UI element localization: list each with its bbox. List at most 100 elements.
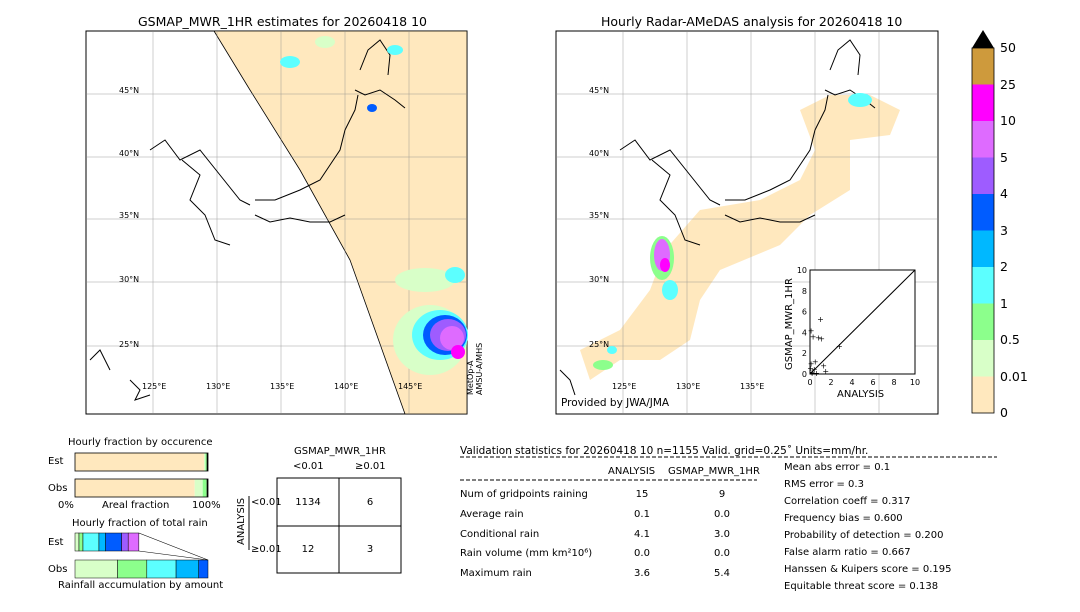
validation-header: Validation statistics for 20260418 10 n=…	[460, 445, 869, 457]
score-line: Hanssen & Kuipers score = 0.195	[784, 564, 952, 575]
occurrence-x-min: 0%	[58, 500, 74, 511]
scatter-point: +	[809, 369, 816, 378]
stats-row-label: Rain volume (mm km²10⁶)	[460, 548, 593, 559]
colorbar-segment	[972, 230, 994, 267]
rain-bar-segment	[78, 532, 84, 552]
colorbar-level-label: 0.5	[1000, 332, 1020, 347]
left-lat-label: 35°N	[119, 211, 140, 220]
stats-row-label: Conditional rain	[460, 529, 540, 540]
contingency-cell: 12	[301, 544, 315, 555]
stats-col-gsmap: GSMAP_MWR_1HR	[668, 466, 760, 477]
score-line: RMS error = 0.3	[784, 479, 864, 490]
occurrence-bar-segment	[202, 479, 207, 497]
stats-analysis-value: 15	[635, 489, 649, 500]
rain-connector	[138, 532, 209, 561]
scatter-ytick: 6	[802, 308, 807, 317]
colorbar-segment	[972, 84, 994, 121]
scatter-xtick: 0	[807, 378, 812, 387]
rain-bar-segment	[117, 559, 148, 579]
rain-bar-segment	[74, 532, 80, 552]
rain-bar-segment	[121, 532, 129, 552]
right-lat-label: 30°N	[589, 275, 610, 284]
occurrence-row-est: Est	[48, 456, 64, 467]
rain-bar-segment	[98, 532, 106, 552]
colorbar-segment	[972, 121, 994, 158]
colorbar-segment	[972, 376, 994, 413]
contingency-title: GSMAP_MWR_1HR	[294, 446, 386, 457]
colorbar-segment	[972, 48, 994, 85]
scatter-ylabel: GSMAP_MWR_1HR	[784, 278, 795, 370]
score-line: Probability of detection = 0.200	[784, 530, 944, 541]
left-lon-label: 140°E	[334, 382, 359, 391]
score-line: False alarm ratio = 0.667	[784, 547, 911, 558]
contingency-grid	[248, 477, 402, 574]
contingency-cell: 6	[366, 497, 374, 508]
scatter-point: +	[811, 365, 818, 374]
occurrence-bar-segment	[206, 453, 208, 471]
total-rain-chart	[74, 532, 209, 579]
rain-row-est: Est	[48, 537, 64, 548]
colorbar	[971, 30, 995, 414]
left-lon-label: 125°E	[142, 382, 167, 391]
scatter-point: +	[809, 368, 816, 377]
rain-bar-segment	[105, 532, 122, 552]
occurrence-bar-segment	[205, 453, 207, 471]
stats-row-label: Num of gridpoints raining	[460, 489, 588, 500]
occurrence-bar-segment	[206, 479, 208, 497]
left-map	[85, 30, 468, 415]
left-lat-label: 25°N	[119, 340, 140, 349]
colorbar-frame	[971, 47, 995, 414]
right-lon-label: 130°E	[676, 382, 701, 391]
occurrence-bar-segment	[75, 453, 205, 471]
scatter-ytick: 2	[802, 349, 807, 358]
occurrence-bar-segment	[204, 453, 206, 471]
score-line: Frequency bias = 0.600	[784, 513, 903, 524]
contingency-row-header: ≥0.01	[251, 544, 282, 555]
stats-gsmap-value: 5.4	[714, 568, 730, 579]
colorbar-segment	[972, 157, 994, 194]
scatter-ytick: 8	[802, 287, 807, 296]
right-lat-label: 45°N	[589, 86, 610, 95]
one-to-one-line	[809, 269, 916, 375]
colorbar-segment	[972, 194, 994, 231]
right-map-title: Hourly Radar-AMeDAS analysis for 2026041…	[601, 14, 903, 29]
rain-bar-segment	[82, 532, 100, 552]
right-rain-areas	[593, 93, 872, 370]
right-lon-label: 125°E	[612, 382, 637, 391]
right-lat-label: 40°N	[589, 149, 610, 158]
scatter-ytick: 10	[797, 266, 807, 275]
contingency-row-header: <0.01	[251, 497, 282, 508]
rain-bar-segment	[127, 532, 140, 552]
colorbar-level-label: 0.01	[1000, 368, 1028, 384]
sensor-note: MetOp-A AMSU-A/MHS	[466, 342, 484, 395]
stats-gsmap-value: 9	[718, 489, 726, 500]
occurrence-row-obs: Obs	[48, 483, 68, 494]
stats-row-label: Average rain	[460, 509, 524, 520]
colorbar-segment	[972, 267, 994, 304]
colorbar-level-label: 0	[1000, 405, 1008, 420]
data-credit: Provided by JWA/JMA	[561, 397, 670, 409]
rain-bar-segment	[146, 559, 177, 579]
occurrence-bar-segment	[75, 479, 195, 497]
scatter-point: +	[836, 342, 843, 351]
scatter-point: +	[820, 362, 827, 371]
scatter-ytick: 4	[802, 328, 807, 337]
colorbar-level-label: 3	[1000, 222, 1008, 238]
contingency-row-axis: ANALYSIS	[236, 497, 247, 545]
colorbar-level-label: 1	[1000, 295, 1008, 311]
left-map-title: GSMAP_MWR_1HR estimates for 20260418 10	[138, 14, 427, 29]
occurrence-bar-frame	[74, 452, 209, 472]
scatter-point: +	[817, 315, 824, 324]
scatter-point: +	[808, 360, 815, 369]
scatter-point: +	[808, 326, 815, 335]
rain-xlabel: Rainfall accumulation by amount	[58, 580, 224, 591]
rain-bar-segment	[74, 559, 118, 579]
right-lat-label: 35°N	[589, 211, 610, 220]
stats-gsmap-value: 0.0	[714, 509, 730, 520]
rain-bar-segment	[198, 559, 209, 579]
contingency-cell: 1134	[295, 497, 321, 508]
rain-title: Hourly fraction of total rain	[72, 518, 208, 529]
contingency-col-header: <0.01	[293, 461, 324, 472]
scatter-xtick: 6	[870, 378, 875, 387]
